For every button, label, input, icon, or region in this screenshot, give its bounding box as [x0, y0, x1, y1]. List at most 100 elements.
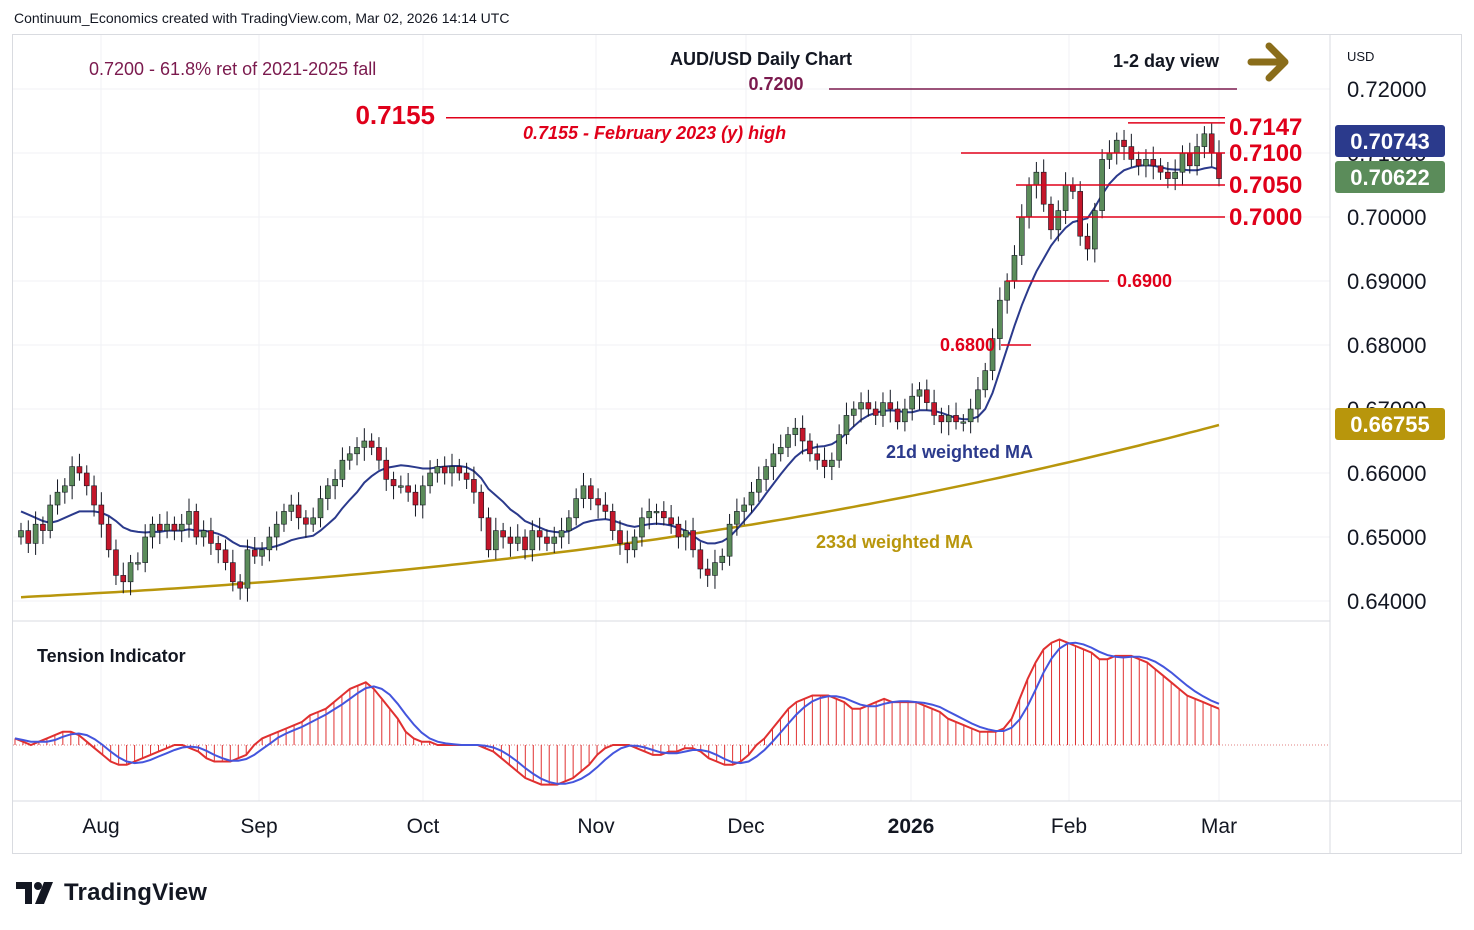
candle-body	[1026, 184, 1032, 218]
candle-body	[383, 459, 390, 480]
grid-lines	[13, 35, 1330, 801]
candle-body	[295, 504, 302, 519]
candle-body	[493, 530, 499, 551]
candle-body	[909, 395, 915, 410]
candle-body	[1018, 216, 1025, 256]
price-badge-label: 0.66755	[1350, 412, 1430, 437]
candle-body	[1157, 165, 1164, 173]
candle-body	[200, 530, 207, 538]
candle-body	[719, 555, 726, 563]
candle-body	[997, 299, 1003, 339]
candle-body	[1216, 152, 1222, 179]
candle-body	[924, 389, 930, 403]
candle-body	[945, 415, 952, 423]
candle-body	[661, 511, 667, 519]
candle-body	[726, 523, 733, 557]
candle-body	[770, 453, 777, 467]
price-tick-label: 0.68000	[1347, 333, 1427, 358]
candle-body	[536, 530, 543, 538]
candle-body	[602, 504, 609, 512]
candle-body	[412, 491, 419, 506]
time-tick-label: Oct	[407, 815, 440, 838]
level-label-07200: 0.7200	[748, 74, 803, 94]
candle-body	[763, 466, 769, 480]
candle-body	[1150, 159, 1157, 167]
candle-body	[1084, 235, 1091, 250]
candle-body	[273, 523, 280, 538]
candle-body	[69, 466, 75, 487]
ma21-label: 21d weighted MA	[886, 442, 1033, 462]
candle-body	[237, 581, 243, 589]
candle-body	[653, 511, 660, 514]
candle-body	[529, 530, 536, 551]
time-axis[interactable]: Aug Sep Oct Nov Dec 2026 Feb Mar	[82, 815, 1237, 838]
chart-frame: 0.7200 0.7155 0.7147 0.7100 0.7050 0.7000 0.69…	[12, 34, 1462, 854]
candle-body	[500, 530, 506, 538]
candle-body	[821, 459, 828, 467]
candle-body	[120, 575, 127, 583]
candle-body	[18, 530, 24, 538]
candle-body	[887, 402, 894, 410]
candle-body	[368, 440, 375, 448]
level-label-07050: 0.7050	[1229, 172, 1302, 199]
candle-body	[135, 562, 141, 565]
candle-body	[624, 543, 631, 551]
candle-body	[1062, 184, 1069, 211]
annotation-feb-2023-high: 0.7155 - February 2023 (y) high	[523, 123, 786, 143]
candle-body	[741, 504, 747, 512]
candle-body	[975, 389, 981, 410]
arrow-right-icon	[1247, 42, 1289, 82]
price-badge	[1335, 161, 1445, 193]
candle-body	[1070, 184, 1076, 192]
candle-body	[1106, 152, 1113, 160]
candle-body	[639, 517, 645, 538]
candle-body	[858, 402, 864, 410]
level-label-07100: 0.7100	[1229, 140, 1302, 167]
candle-body	[675, 523, 682, 538]
candle-body	[376, 447, 382, 461]
price-badge	[1335, 408, 1445, 440]
currency-label: USD	[1347, 49, 1374, 64]
candle-body	[83, 472, 90, 487]
candle-body	[558, 530, 565, 538]
tension-layer	[14, 638, 1220, 786]
candle-body	[230, 562, 236, 583]
candle-body	[142, 536, 148, 563]
candle-body	[113, 549, 119, 576]
candle-body	[507, 536, 514, 544]
ma233-line	[20, 423, 1220, 599]
candle-body	[850, 408, 857, 416]
brand-name: TradingView	[64, 879, 208, 906]
ma233-layer	[20, 423, 1220, 599]
candle-body	[1135, 159, 1142, 167]
ma233-label: 233d weighted MA	[816, 532, 973, 552]
price-badge	[1335, 125, 1445, 157]
candle-body	[40, 523, 46, 531]
candle-body	[748, 491, 755, 506]
candle-body	[631, 536, 638, 551]
candle-body	[419, 485, 426, 506]
candle-body	[916, 389, 923, 397]
candle-body	[697, 549, 704, 570]
candle-body	[105, 523, 112, 551]
candle-body	[346, 453, 353, 461]
chart-header-credit: Continuum_Economics created with Trading…	[14, 10, 510, 26]
candle-body	[514, 536, 521, 544]
price-tick-label: 0.69000	[1347, 269, 1427, 294]
candle-body	[690, 530, 696, 551]
price-axis[interactable]: 0.720000.710000.700000.690000.680000.670…	[1335, 77, 1445, 614]
tension-indicator-label: Tension Indicator	[37, 646, 186, 666]
price-badge-label: 0.70743	[1350, 129, 1430, 154]
candle-body	[843, 415, 850, 435]
tradingview-brand[interactable]: TradingView	[16, 876, 207, 910]
candle-body	[288, 504, 295, 512]
candle-body	[149, 523, 156, 538]
candle-body	[1143, 159, 1149, 167]
candle-body	[310, 517, 316, 525]
time-tick-label: Sep	[240, 815, 277, 838]
candle-body	[989, 338, 996, 371]
candles-layer	[18, 123, 1222, 602]
candle-body	[646, 511, 653, 519]
